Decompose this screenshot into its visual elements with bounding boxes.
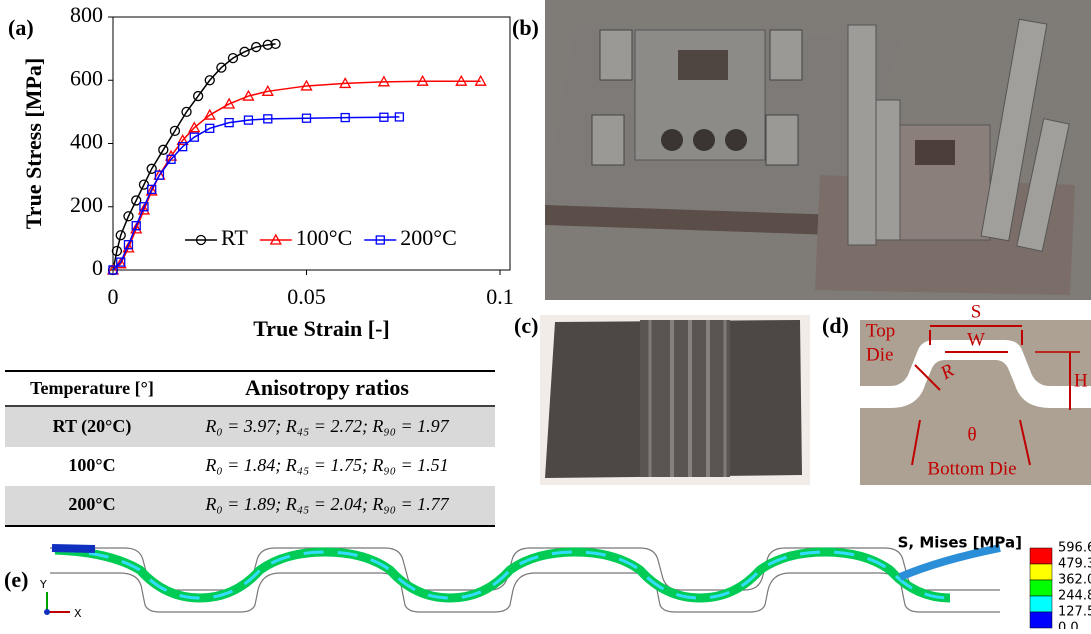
die-label: H: [1074, 370, 1088, 391]
die-label: Top: [866, 320, 895, 341]
y-tick-label: 0: [92, 255, 103, 280]
x-axis-title: True Strain [-]: [253, 316, 389, 341]
die-photo: [545, 0, 1091, 300]
die-diagram: Top Die S W R H θ Bottom Die: [860, 301, 1091, 485]
y-tick-label: 800: [70, 2, 103, 27]
panel-label: (e): [4, 567, 28, 592]
figure: (a) (b) (c) (d) (e): [0, 0, 1091, 629]
contour-title: S, Mises [MPa]: [898, 534, 1022, 552]
die-label: W: [967, 329, 985, 350]
panel-label: (b): [512, 15, 539, 40]
contour-level: 362.0: [1058, 573, 1091, 588]
panel-label: (c): [514, 313, 538, 338]
table-cell: R₀ = 1.89; R₄₅ = 2.04; R₉₀ = 1.77: [204, 494, 449, 514]
x-tick-label: 0: [108, 284, 119, 309]
x-tick-label: 0.05: [287, 284, 326, 309]
axis-triad-label: Y: [39, 578, 47, 591]
chart: 0 200 400 600 800 0 0.05 0.1 True Stress [MPa] Tr…: [21, 2, 514, 341]
contour-level: 127.5: [1058, 605, 1091, 620]
die-label: Bottom Die: [927, 458, 1016, 479]
y-axis-title: True Stress [MPa]: [21, 58, 46, 229]
contour-band: [1030, 564, 1052, 580]
contour-band: [1030, 612, 1052, 628]
sheet-photo: [540, 315, 810, 485]
table-header: Anisotropy ratios: [245, 375, 409, 400]
contour-legend: 596.6479.3362.0244.8127.50.0: [1030, 541, 1091, 630]
die-label: θ: [967, 424, 976, 445]
contour-level: 596.6: [1058, 541, 1091, 556]
table-header: Temperature [°]: [30, 378, 154, 398]
table-cell: RT (20°C): [53, 416, 132, 437]
die-label: Die: [866, 344, 893, 365]
contour-level: 244.8: [1058, 589, 1091, 604]
x-tick-label: 0.1: [486, 284, 514, 309]
die-label: S: [971, 301, 982, 322]
contour-band: [1030, 596, 1052, 612]
y-tick-label: 600: [70, 65, 103, 90]
anisotropy-table: Temperature [°] Anisotropy ratios RT (20…: [5, 371, 495, 526]
legend-label: RT: [221, 225, 248, 250]
contour-level: 0.0: [1058, 621, 1079, 630]
contour-band: [1030, 580, 1052, 596]
legend-label: 100°C: [296, 225, 352, 250]
y-tick-label: 400: [70, 129, 103, 154]
series-line: [113, 44, 276, 270]
contour-band: [1030, 548, 1052, 564]
table-cell: R₀ = 3.97; R₄₅ = 2.72; R₉₀ = 1.97: [204, 416, 449, 436]
legend-label: 200°C: [400, 225, 456, 250]
y-tick-label: 200: [70, 192, 103, 217]
axis-triad-label: X: [74, 607, 82, 620]
table-cell: 200°C: [68, 494, 115, 514]
table-cell: R₀ = 1.84; R₄₅ = 1.75; R₉₀ = 1.51: [204, 455, 448, 475]
panel-label: (a): [8, 15, 34, 40]
fe-contour: [44, 548, 1000, 615]
panel-label: (d): [822, 313, 849, 338]
contour-level: 479.3: [1058, 557, 1091, 572]
table-cell: 100°C: [68, 455, 115, 475]
